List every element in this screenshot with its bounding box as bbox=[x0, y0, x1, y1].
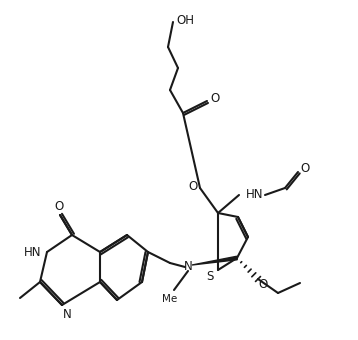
Text: S: S bbox=[206, 270, 214, 283]
Text: OH: OH bbox=[176, 14, 194, 27]
Text: O: O bbox=[188, 181, 198, 193]
Text: Me: Me bbox=[163, 294, 178, 304]
Text: N: N bbox=[184, 260, 192, 273]
Text: O: O bbox=[258, 277, 268, 290]
Polygon shape bbox=[192, 256, 237, 265]
Text: HN: HN bbox=[24, 245, 42, 258]
Text: O: O bbox=[211, 92, 219, 105]
Text: HN: HN bbox=[246, 188, 264, 202]
Text: N: N bbox=[63, 307, 71, 321]
Text: O: O bbox=[54, 200, 64, 212]
Text: O: O bbox=[300, 163, 310, 175]
